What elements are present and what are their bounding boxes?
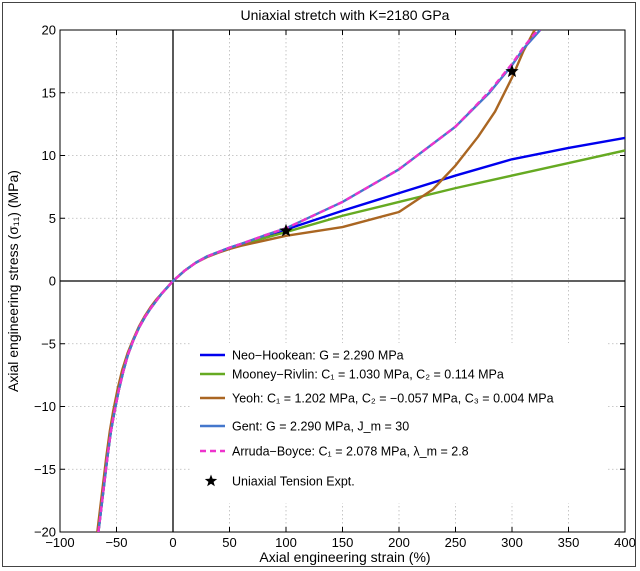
legend-label-4: Arruda−Boyce: C₁ = 2.078 MPa, λ_m = 2.8	[232, 445, 469, 459]
x-tick-label: 50	[222, 535, 236, 550]
x-tick-label: 300	[501, 535, 523, 550]
x-tick-label: −100	[45, 535, 74, 550]
x-tick-label: 0	[169, 535, 176, 550]
x-tick-label: 250	[445, 535, 467, 550]
x-axis-label: Axial engineering strain (%)	[259, 549, 430, 565]
y-tick-label: 5	[49, 211, 56, 226]
y-tick-label: −20	[34, 525, 56, 540]
legend-marker-expt	[204, 474, 218, 487]
series-line-4	[97, 30, 541, 532]
legend-label-1: Mooney−Rivlin: C₁ = 1.030 MPa, C₂ = 0.11…	[232, 368, 504, 382]
chart-title: Uniaxial stretch with K=2180 GPa	[241, 7, 450, 23]
tick-labels: −100 −50 0 50 100 150 200 250 300 350 400−20−15−10…	[34, 23, 636, 551]
x-tick-label: 150	[332, 535, 354, 550]
data-point-expt-1	[505, 64, 519, 78]
x-tick-label: 400	[614, 535, 636, 550]
x-tick-label: 200	[388, 535, 410, 550]
legend-label-5: Uniaxial Tension Expt.	[232, 475, 355, 489]
y-tick-label: 15	[42, 85, 56, 100]
y-tick-label: 0	[49, 274, 56, 289]
legend-box	[192, 343, 607, 503]
x-tick-label: 100	[275, 535, 297, 550]
y-tick-label: 20	[42, 23, 56, 38]
data-point-expt-0	[279, 223, 293, 237]
y-tick-label: −5	[41, 336, 56, 351]
legend-label-2: Yeoh: C₁ = 1.202 MPa, C₂ = −0.057 MPa, C…	[232, 392, 554, 406]
legend-label-0: Neo−Hookean: G = 2.290 MPa	[232, 349, 404, 363]
series-lines	[96, 30, 625, 532]
y-tick-label: 10	[42, 148, 56, 163]
x-tick-label: −50	[105, 535, 127, 550]
y-tick-label: −10	[34, 399, 56, 414]
y-tick-label: −15	[34, 462, 56, 477]
x-tick-label: 350	[558, 535, 580, 550]
plot-frame	[59, 29, 626, 533]
y-axis-label: Axial engineering stress (σ₁₁) (MPa)	[5, 170, 21, 392]
legend-label-3: Gent: G = 2.290 MPa, J_m = 30	[232, 420, 409, 434]
legend: Neo−Hookean: G = 2.290 MPa Mooney−Rivlin:…	[192, 343, 607, 503]
